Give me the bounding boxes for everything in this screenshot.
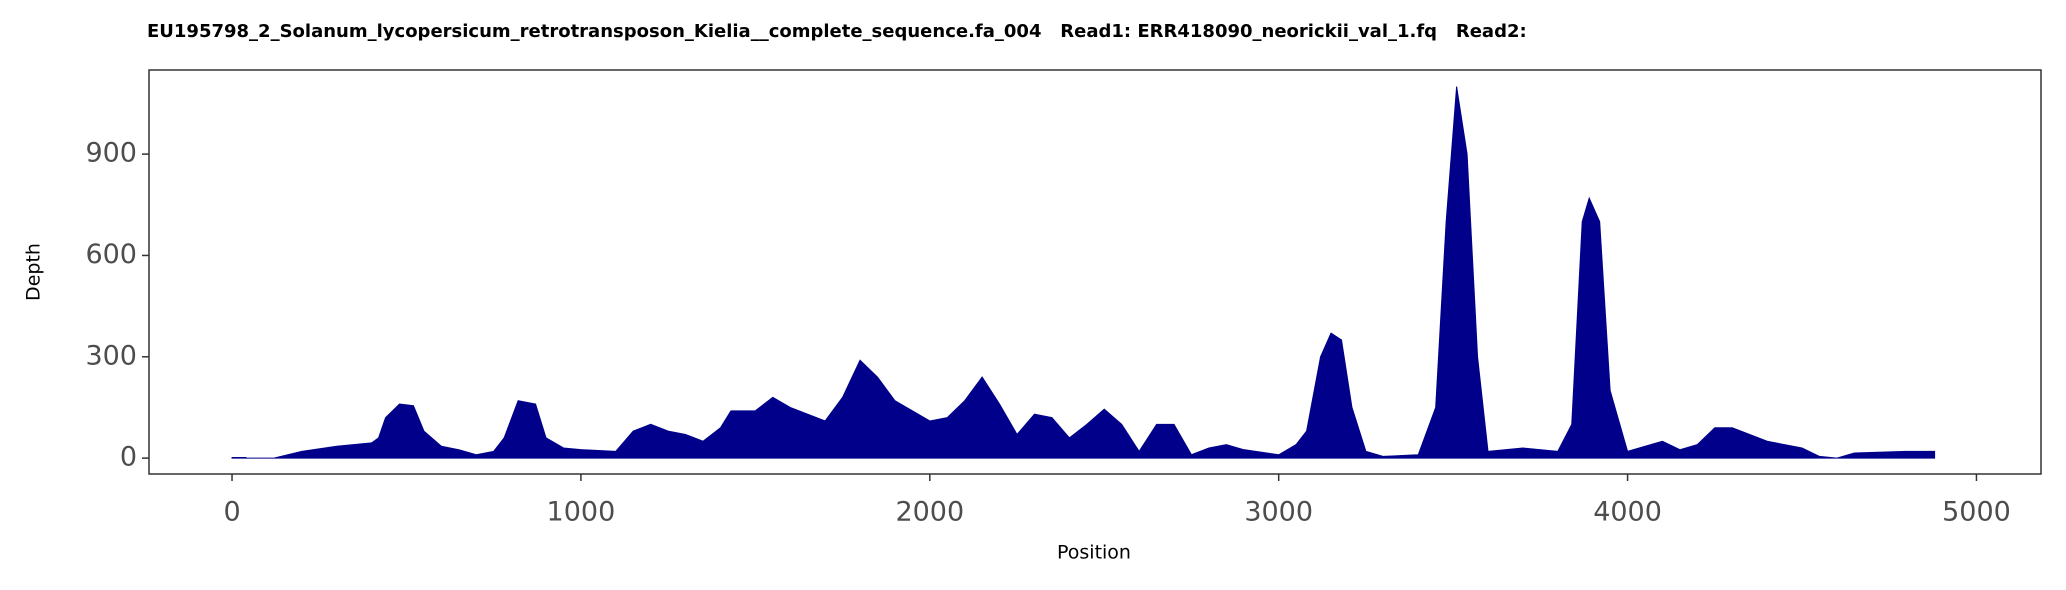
x-axis-title: Position	[1057, 542, 1131, 564]
y-tick-label: 600	[85, 239, 137, 270]
x-tick-label: 1000	[547, 497, 616, 528]
y-axis-title: Depth	[23, 243, 45, 301]
chart-title: EU195798_2_Solanum_lycopersicum_retrotra…	[147, 21, 1527, 42]
y-tick-label: 300	[85, 340, 137, 371]
x-tick-label: 3000	[1244, 497, 1313, 528]
x-tick-label: 2000	[895, 497, 964, 528]
y-tick-label: 900	[85, 138, 137, 169]
plot-border	[148, 69, 2042, 475]
y-tick-label: 0	[120, 442, 137, 473]
x-tick-label: 4000	[1593, 497, 1662, 528]
x-tick-label: 0	[223, 497, 240, 528]
depth-area	[231, 86, 1936, 459]
x-tick-label: 5000	[1942, 497, 2011, 528]
